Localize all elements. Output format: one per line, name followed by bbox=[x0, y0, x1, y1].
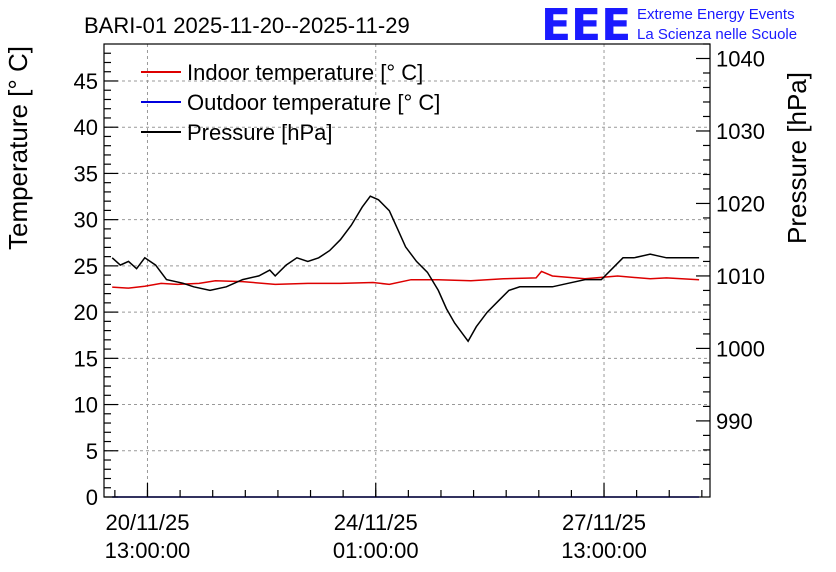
legend-label: Pressure [hPa] bbox=[187, 120, 333, 145]
eee-logo-line2: La Scienza nelle Scuole bbox=[637, 26, 797, 43]
series-line-pressure-hpa bbox=[111, 195, 700, 343]
y-tick-label: 20 bbox=[74, 300, 98, 325]
y-tick-label: 25 bbox=[74, 254, 98, 279]
y2-tick-label: 1030 bbox=[716, 119, 765, 144]
y-tick-label: 0 bbox=[86, 485, 98, 510]
y-axis-label: Temperature [° C] bbox=[3, 46, 33, 250]
y2-tick-label: 1040 bbox=[716, 46, 765, 71]
y2-tick-label: 1010 bbox=[716, 264, 765, 289]
eee-logo: EEE Extreme Energy Events La Scienza nel… bbox=[541, 0, 797, 51]
y-tick-label: 5 bbox=[86, 439, 98, 464]
y-tick-label: 40 bbox=[74, 115, 98, 140]
y2-tick-label: 1000 bbox=[716, 336, 765, 361]
series-line-indoor-temperature-c bbox=[112, 270, 700, 289]
series-layer bbox=[111, 195, 700, 498]
x-tick-label-time: 13:00:00 bbox=[105, 538, 191, 563]
chart-title: BARI-01 2025-11-20--2025-11-29 bbox=[84, 13, 410, 38]
y2-axis-label: Pressure [hPa] bbox=[782, 72, 812, 244]
x-tick-label-date: 24/11/25 bbox=[334, 510, 418, 535]
y-tick-label: 35 bbox=[74, 161, 98, 186]
x-tick-label-date: 27/11/25 bbox=[562, 510, 646, 535]
y-tick-label: 30 bbox=[74, 208, 98, 233]
plot-frame bbox=[103, 43, 711, 498]
y-tick-label: 45 bbox=[74, 69, 98, 94]
y-tick-label: 10 bbox=[74, 393, 98, 418]
grid-lines bbox=[104, 44, 710, 497]
x-tick-label-date: 20/11/25 bbox=[105, 510, 189, 535]
y2-tick-label: 990 bbox=[716, 409, 753, 434]
legend-label: Outdoor temperature [° C] bbox=[187, 90, 440, 115]
eee-logo-line1: Extreme Energy Events bbox=[637, 6, 795, 23]
legend: Indoor temperature [° C] Outdoor temperat… bbox=[141, 60, 440, 145]
x-tick-label-time: 13:00:00 bbox=[561, 538, 647, 563]
axes: 0 5 10 15 20 25 30 35 40 45 990 1000 1010 1020 1030 104… bbox=[74, 43, 765, 563]
x-tick-label-time: 01:00:00 bbox=[333, 538, 419, 563]
y-tick-label: 15 bbox=[74, 346, 98, 371]
legend-label: Indoor temperature [° C] bbox=[187, 60, 423, 85]
eee-logo-mark: EEE bbox=[541, 0, 631, 51]
y2-tick-label: 1020 bbox=[716, 191, 765, 216]
